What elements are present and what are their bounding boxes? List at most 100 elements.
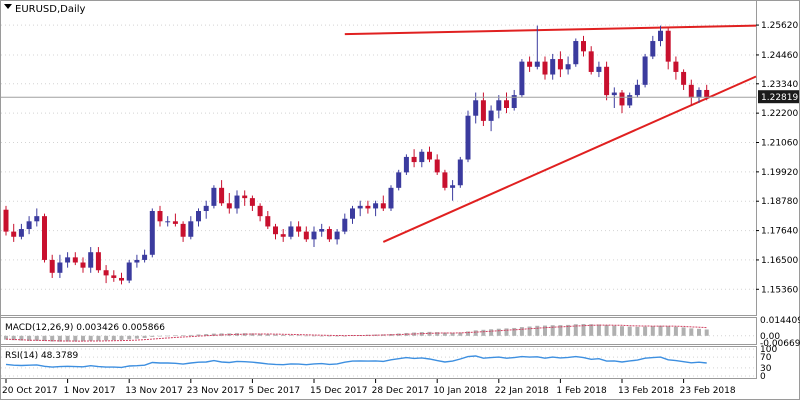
- symbol-header[interactable]: EURUSD,Daily: [4, 4, 86, 15]
- macd-bar: [458, 332, 463, 336]
- candle-body: [588, 51, 594, 72]
- time-tick-label: 13 Nov 2017: [125, 386, 183, 396]
- candle-body: [95, 252, 101, 271]
- price-tick-label: 1.16500: [761, 256, 798, 266]
- candle-body: [303, 231, 309, 240]
- time-tick-label: 28 Dec 2017: [372, 386, 430, 396]
- candle-body: [634, 84, 640, 96]
- candle-body: [265, 216, 271, 227]
- candle-body: [403, 156, 409, 173]
- candle-body: [350, 208, 355, 219]
- macd-bar: [427, 331, 432, 336]
- trendline-resistance: [344, 24, 757, 36]
- time-tick-label: 22 Jan 2018: [495, 386, 549, 396]
- macd-bar: [342, 335, 347, 337]
- macd-bar: [104, 335, 109, 341]
- macd-bar: [442, 332, 447, 336]
- macd-bar: [265, 334, 270, 336]
- macd-bar: [612, 325, 617, 336]
- candle-body: [196, 211, 201, 222]
- macd-label: MACD(12,26,9) 0.003426 0.005866: [5, 323, 165, 333]
- candle-body: [172, 221, 178, 224]
- trendlines: [344, 24, 757, 243]
- candle-body: [280, 234, 286, 237]
- candle-body: [673, 61, 679, 72]
- candle-body: [396, 172, 402, 188]
- macd-bar: [566, 324, 571, 336]
- candle-body: [103, 270, 109, 276]
- macd-bar: [81, 335, 85, 342]
- candle-body: [542, 61, 548, 75]
- candle-body: [519, 61, 525, 96]
- macd-bar: [288, 335, 293, 336]
- candle-body: [126, 262, 132, 281]
- macd-bar: [381, 334, 386, 336]
- price-axis: 1.25620 1.24460 1.23340 1.22200 1.21060 1.199…: [756, 21, 800, 382]
- price-tick-label: 1.17640: [761, 227, 798, 237]
- candle-body: [180, 223, 186, 237]
- time-tick-label: 1 Nov 2017: [64, 386, 116, 396]
- macd-bar: [65, 335, 70, 342]
- candle-body: [326, 229, 332, 240]
- rsi-tick-label: 70: [760, 353, 772, 363]
- time-axis: 20 Oct 2017 1 Nov 2017 13 Nov 2017 23 Nov 2…: [2, 379, 736, 396]
- macd-bar: [281, 334, 286, 336]
- macd-bar: [173, 335, 178, 336]
- candle-body: [465, 115, 471, 160]
- candle-body: [504, 100, 509, 108]
- candle-body: [365, 205, 371, 209]
- macd-bar: [596, 324, 601, 336]
- candle-body: [157, 211, 163, 222]
- candle-body: [411, 156, 417, 163]
- macd-bar: [158, 335, 162, 337]
- macd-bar: [258, 333, 263, 336]
- rsi-tick-label: 100: [760, 345, 777, 355]
- macd-bar: [111, 335, 116, 341]
- candle-body: [557, 59, 563, 70]
- macd-bar: [327, 335, 332, 337]
- candle-body: [119, 277, 124, 281]
- price-tick-label: 1.23340: [761, 80, 798, 90]
- candle-body: [419, 151, 425, 163]
- candle-body: [311, 231, 317, 240]
- time-tick-label: 23 Feb 2018: [680, 386, 736, 396]
- candle-body: [242, 195, 248, 199]
- candle-body: [296, 226, 302, 232]
- candle-body: [611, 92, 617, 96]
- candle-body: [57, 262, 63, 273]
- candle-body: [496, 100, 502, 111]
- macd-bar: [550, 325, 555, 336]
- macd-bar: [697, 328, 701, 336]
- macd-bar: [504, 328, 509, 336]
- candle-body: [480, 100, 486, 121]
- candle-body: [442, 172, 448, 188]
- macd-bar: [73, 335, 78, 342]
- macd-bar: [489, 329, 494, 336]
- macd-bar: [273, 334, 278, 336]
- candle-body: [388, 187, 394, 209]
- macd-bar: [704, 329, 709, 336]
- time-tick-label: 1 Feb 2018: [556, 386, 607, 396]
- dropdown-triangle-icon[interactable]: [4, 4, 12, 9]
- candle-body: [134, 259, 140, 263]
- price-pane-border: [0, 0, 757, 316]
- price-tick-label: 1.25620: [761, 21, 798, 31]
- price-tick-label: 1.15360: [761, 285, 798, 295]
- macd-bar: [435, 332, 440, 336]
- time-tick-label: 10 Jan 2018: [433, 386, 487, 396]
- candle-body: [534, 61, 540, 67]
- macd-tick-label: -0.006696: [760, 339, 800, 349]
- rsi-tick-label: 0: [760, 372, 766, 382]
- macd-pane: [0, 317, 757, 345]
- macd-bar: [57, 335, 62, 342]
- candle-body: [165, 221, 171, 223]
- trendline-support: [382, 75, 757, 243]
- candle-body: [249, 198, 255, 206]
- macd-bar: [50, 335, 55, 342]
- rsi-label: RSI(14) 48.3789: [5, 351, 78, 361]
- rsi-tick-label: 30: [760, 364, 772, 374]
- candle-body: [642, 56, 648, 85]
- macd-tick-label: 0.014409: [760, 316, 800, 326]
- candle-body: [596, 66, 602, 72]
- candle-body: [434, 159, 440, 173]
